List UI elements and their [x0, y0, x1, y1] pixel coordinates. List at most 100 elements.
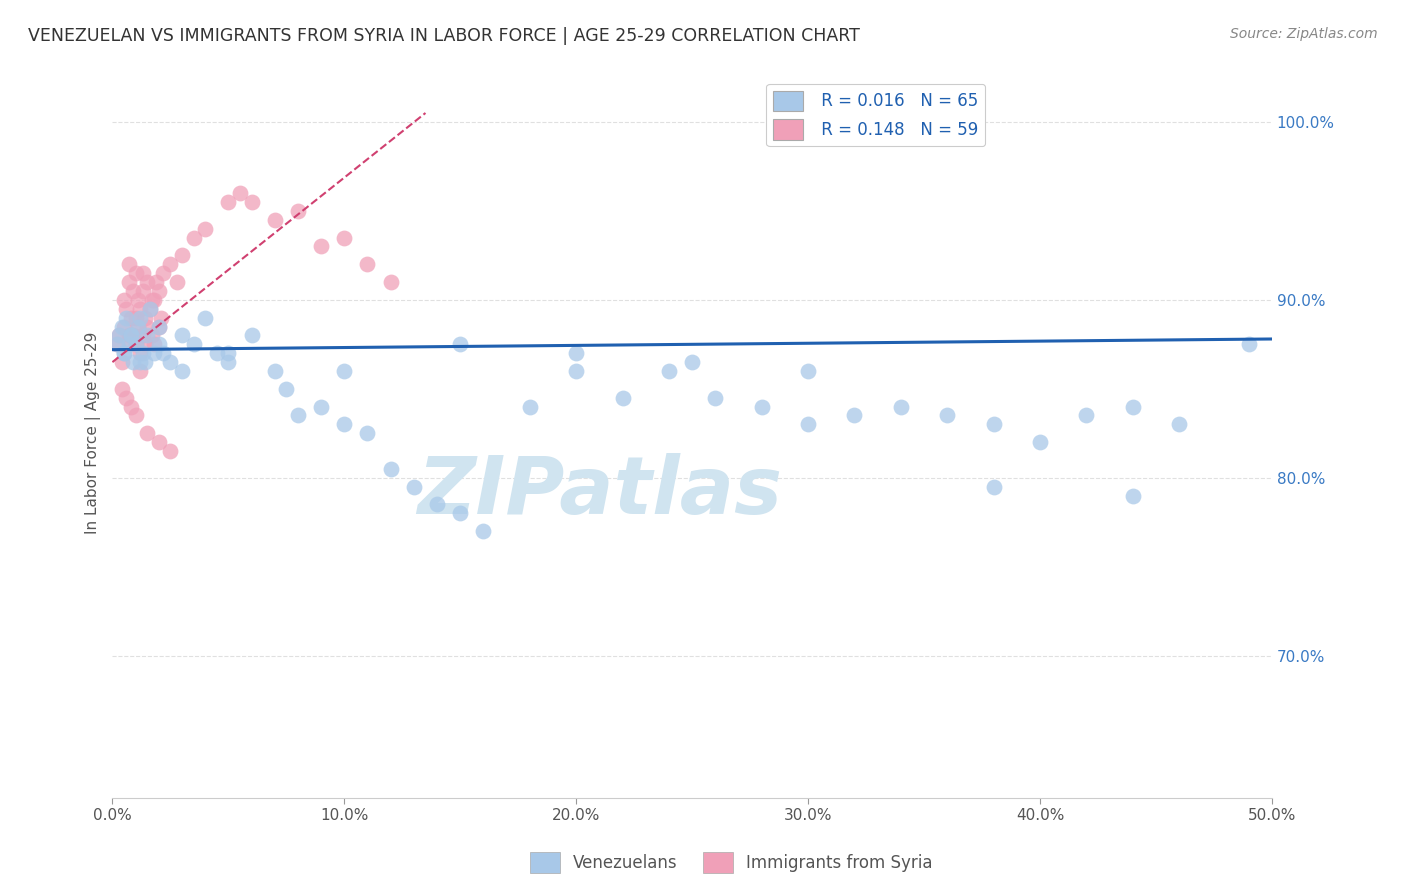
Point	[111, 382, 134, 396]
Point	[129, 310, 152, 325]
Point	[143, 346, 166, 360]
Point	[129, 301, 152, 316]
Point	[136, 275, 159, 289]
Point	[129, 364, 152, 378]
Point	[166, 275, 188, 289]
Point	[117, 337, 139, 351]
Point	[449, 507, 471, 521]
Point	[120, 400, 142, 414]
Point	[1237, 337, 1260, 351]
Point	[380, 462, 402, 476]
Point	[229, 186, 252, 200]
Point	[380, 275, 402, 289]
Point	[333, 364, 356, 378]
Point	[1029, 435, 1052, 450]
Point	[309, 400, 332, 414]
Point	[1076, 409, 1098, 423]
Point	[681, 355, 703, 369]
Point	[129, 346, 152, 360]
Point	[124, 409, 146, 423]
Point	[1168, 417, 1191, 432]
Text: VENEZUELAN VS IMMIGRANTS FROM SYRIA IN LABOR FORCE | AGE 25-29 CORRELATION CHART: VENEZUELAN VS IMMIGRANTS FROM SYRIA IN L…	[28, 27, 860, 45]
Point	[115, 310, 138, 325]
Point	[983, 417, 1005, 432]
Point	[111, 319, 134, 334]
Point	[797, 417, 820, 432]
Point	[120, 337, 142, 351]
Point	[120, 328, 142, 343]
Point	[150, 310, 173, 325]
Point	[263, 364, 285, 378]
Point	[108, 328, 131, 343]
Point	[170, 364, 193, 378]
Point	[148, 319, 170, 334]
Point	[138, 301, 160, 316]
Legend: Venezuelans, Immigrants from Syria: Venezuelans, Immigrants from Syria	[523, 846, 939, 880]
Point	[143, 337, 166, 351]
Point	[276, 382, 298, 396]
Point	[170, 248, 193, 262]
Point	[890, 400, 912, 414]
Point	[194, 310, 217, 325]
Point	[127, 319, 149, 334]
Point	[105, 337, 128, 351]
Point	[112, 346, 135, 360]
Point	[263, 212, 285, 227]
Point	[472, 524, 495, 538]
Point	[205, 346, 228, 360]
Point	[120, 328, 142, 343]
Point	[115, 301, 138, 316]
Point	[287, 203, 309, 218]
Point	[112, 319, 135, 334]
Point	[120, 310, 142, 325]
Point	[148, 337, 170, 351]
Point	[936, 409, 959, 423]
Point	[111, 355, 134, 369]
Point	[141, 293, 163, 307]
Point	[136, 319, 159, 334]
Point	[143, 293, 166, 307]
Point	[136, 426, 159, 441]
Point	[148, 435, 170, 450]
Y-axis label: In Labor Force | Age 25-29: In Labor Force | Age 25-29	[86, 332, 101, 534]
Point	[844, 409, 866, 423]
Point	[124, 310, 146, 325]
Point	[658, 364, 681, 378]
Point	[129, 355, 152, 369]
Point	[217, 194, 239, 209]
Point	[704, 391, 727, 405]
Point	[797, 364, 820, 378]
Point	[152, 266, 174, 280]
Point	[117, 257, 139, 271]
Point	[134, 310, 156, 325]
Point	[159, 444, 181, 458]
Point	[138, 301, 160, 316]
Point	[612, 391, 634, 405]
Point	[170, 328, 193, 343]
Point	[287, 409, 309, 423]
Point	[131, 284, 153, 298]
Point	[136, 328, 159, 343]
Point	[124, 337, 146, 351]
Point	[127, 319, 149, 334]
Point	[1122, 400, 1144, 414]
Point	[217, 355, 239, 369]
Point	[127, 293, 149, 307]
Point	[117, 328, 139, 343]
Text: Source: ZipAtlas.com: Source: ZipAtlas.com	[1230, 27, 1378, 41]
Point	[356, 257, 378, 271]
Point	[145, 275, 167, 289]
Point	[240, 194, 263, 209]
Point	[112, 293, 135, 307]
Point	[152, 346, 174, 360]
Point	[402, 480, 425, 494]
Point	[183, 230, 205, 244]
Point	[131, 328, 153, 343]
Point	[122, 284, 145, 298]
Point	[565, 364, 588, 378]
Point	[108, 328, 131, 343]
Point	[983, 480, 1005, 494]
Text: ZIPatlas: ZIPatlas	[418, 452, 782, 531]
Point	[1122, 489, 1144, 503]
Point	[105, 337, 128, 351]
